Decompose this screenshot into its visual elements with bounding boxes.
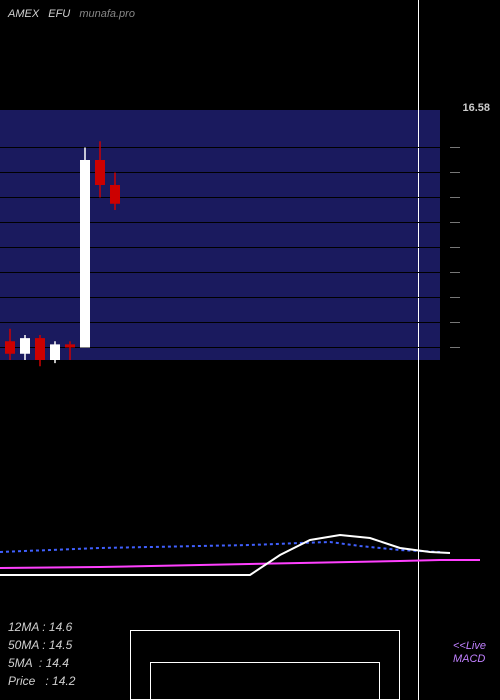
- macd-label: <<Live MACD: [453, 640, 486, 666]
- indicator-svg: [0, 0, 500, 700]
- ma5-row: 5MA : 14.4: [8, 654, 75, 672]
- ma12-row: 12MA : 14.6: [8, 618, 75, 636]
- price-row: Price : 14.2: [8, 672, 75, 690]
- ma50-row: 50MA : 14.5: [8, 636, 75, 654]
- stats-box: 12MA : 14.6 50MA : 14.5 5MA : 14.4 Price…: [8, 618, 75, 690]
- macd-box-inner: [150, 662, 380, 700]
